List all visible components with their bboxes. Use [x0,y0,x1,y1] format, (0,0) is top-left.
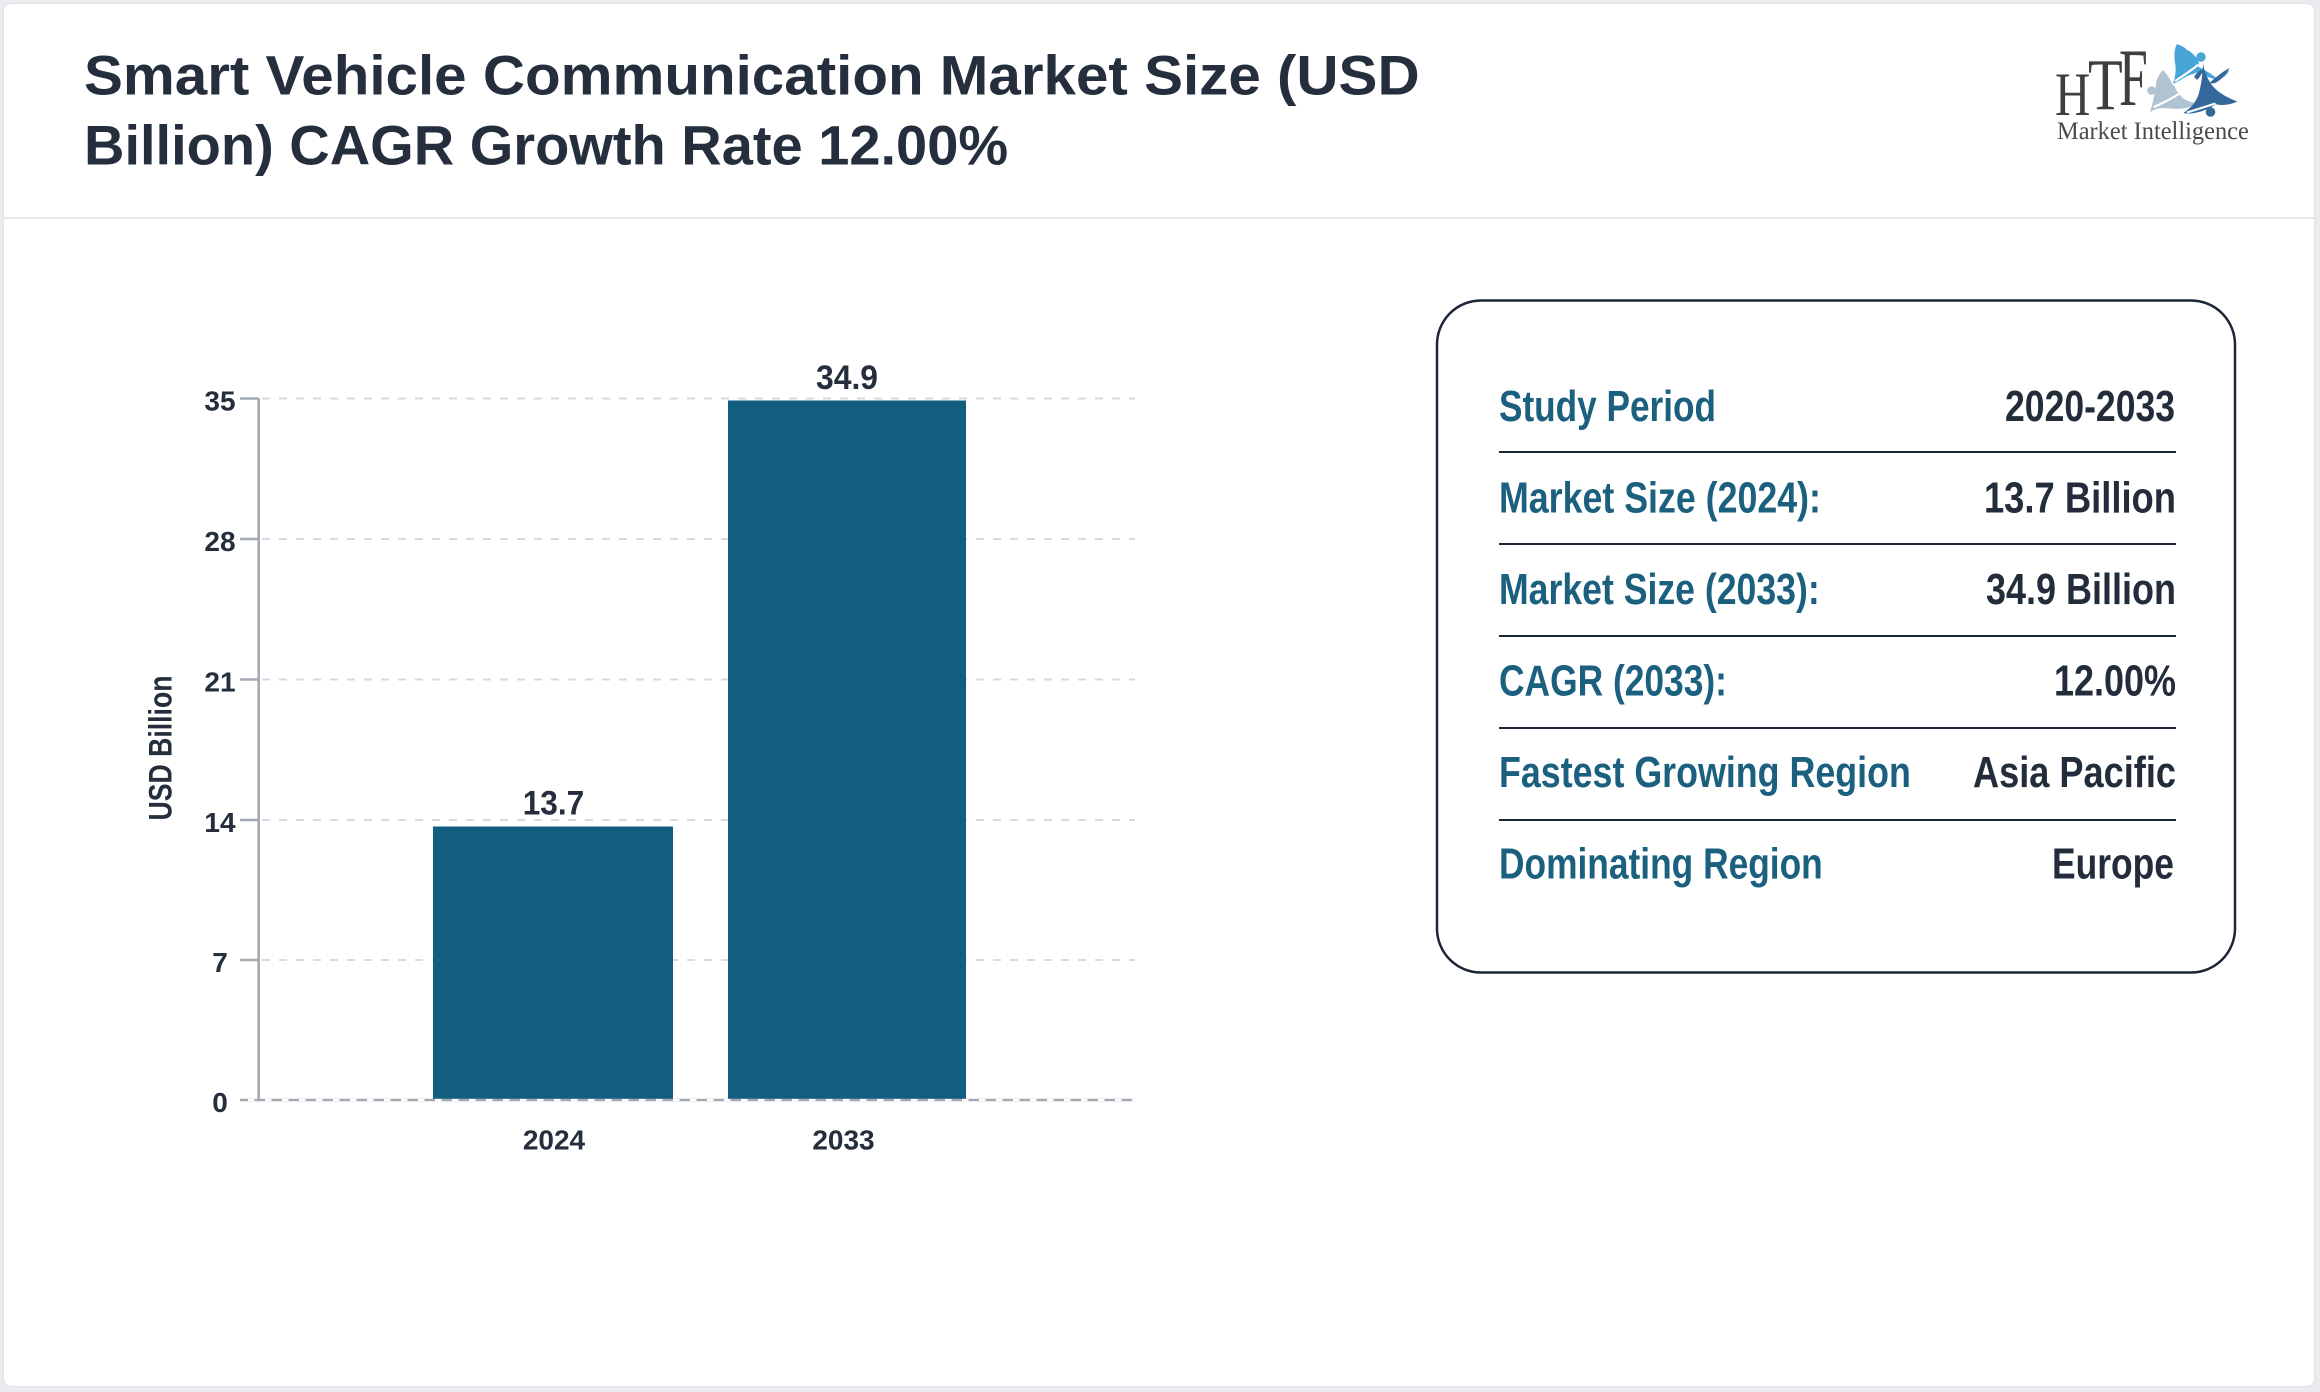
svg-text:H: H [2055,61,2090,128]
svg-text:Dominating Region: Dominating Region [1499,840,1823,889]
svg-text:2024: 2024 [523,1125,586,1156]
svg-text:USD Billion: USD Billion [143,675,179,820]
svg-text:28: 28 [204,526,235,557]
svg-text:12.00%: 12.00% [2054,656,2176,705]
svg-text:2020-2033: 2020-2033 [2005,382,2175,430]
svg-text:14: 14 [204,807,236,838]
svg-text:Study Period: Study Period [1499,382,1716,431]
svg-text:2033: 2033 [812,1125,874,1156]
svg-text:Europe: Europe [2052,840,2174,888]
svg-text:0: 0 [212,1087,228,1118]
svg-text:21: 21 [204,667,235,698]
svg-text:7: 7 [212,947,228,978]
svg-text:Market Size (2024):: Market Size (2024): [1499,474,1821,522]
svg-text:Fastest Growing Region: Fastest Growing Region [1499,749,1911,797]
svg-text:34.9 Billion: 34.9 Billion [1986,565,2176,614]
svg-text:Market Intelligence: Market Intelligence [2057,118,2249,145]
svg-text:35: 35 [204,386,235,417]
svg-text:Billion) CAGR Growth Rate 12.0: Billion) CAGR Growth Rate 12.00% [84,114,1008,177]
svg-text:Smart Vehicle Communication Ma: Smart Vehicle Communication Market Size … [84,45,1420,108]
svg-text:34.9: 34.9 [816,358,878,396]
svg-text:Asia Pacific: Asia Pacific [1973,748,2176,797]
svg-text:Market Size (2033):: Market Size (2033): [1499,566,1820,614]
svg-text:CAGR (2033):: CAGR (2033): [1499,657,1727,705]
svg-text:13.7 Billion: 13.7 Billion [1984,472,2176,522]
svg-text:T: T [2088,46,2123,126]
svg-text:13.7: 13.7 [523,783,585,821]
svg-text:F: F [2119,32,2148,123]
